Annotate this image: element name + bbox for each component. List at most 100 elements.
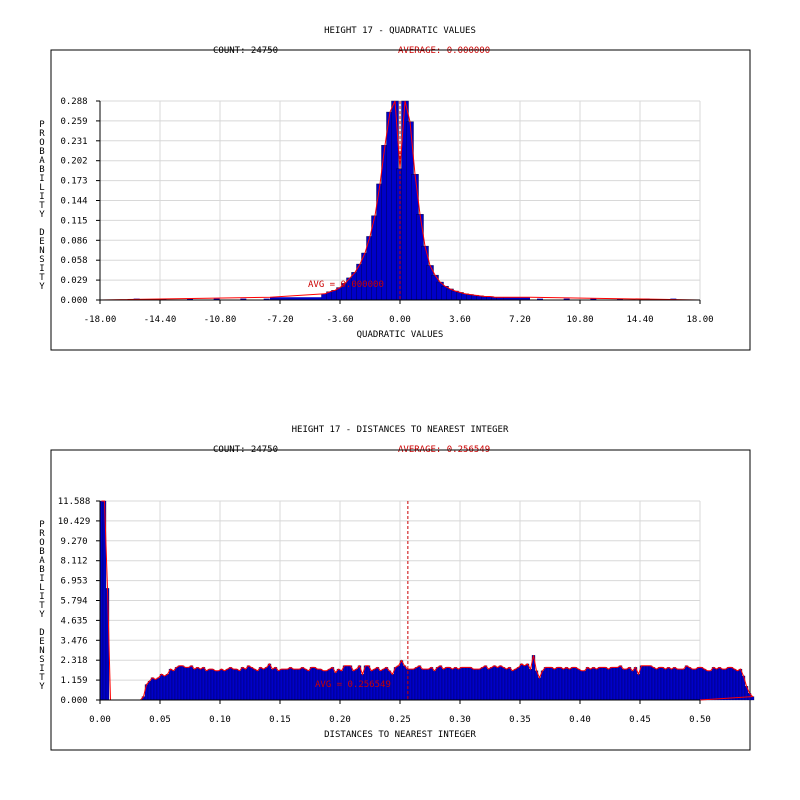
histogram-bar [546, 667, 551, 701]
histogram-bar [393, 667, 398, 701]
y-tick-label: 3.476 [60, 636, 87, 646]
histogram-bar [738, 668, 743, 701]
histogram-bar [735, 670, 740, 701]
histogram-bar [429, 667, 434, 701]
y-tick-label: 0.288 [60, 97, 87, 107]
histogram-bar [249, 667, 254, 701]
avg-marker-label: AVG = 0.256549 [315, 680, 391, 690]
histogram-bar [162, 675, 167, 701]
histogram-bar [504, 668, 509, 701]
histogram-bar [444, 667, 449, 701]
histogram-bar [732, 668, 737, 701]
x-tick-label: 0.00 [389, 315, 411, 325]
histogram-bar [270, 297, 322, 300]
histogram-bar [213, 670, 218, 701]
histogram-bar [297, 668, 302, 701]
histogram-bar [708, 670, 713, 701]
histogram-bar [690, 668, 695, 701]
histogram-bar [300, 667, 305, 701]
histogram-bar [597, 667, 602, 701]
histogram-bar [450, 668, 455, 701]
y-tick-label: 1.159 [60, 676, 87, 686]
histogram-bar [729, 667, 734, 701]
histogram-bar [285, 668, 290, 701]
density-curve [99, 100, 701, 301]
histogram-bar [276, 670, 281, 701]
histogram-bar [159, 674, 164, 701]
y-tick-label: 0.231 [60, 137, 87, 147]
x-tick-label: -7.20 [266, 315, 293, 325]
histogram-bar [651, 667, 656, 701]
histogram-bar [489, 667, 494, 701]
tail-mark [263, 298, 270, 300]
histogram-bar [609, 667, 614, 701]
y-tick-label: 0.000 [60, 296, 87, 306]
count-label: COUNT: 24750 [213, 46, 278, 56]
histogram-bar [282, 668, 287, 701]
x-tick-label: 14.40 [626, 315, 653, 325]
histogram-bar [576, 668, 581, 701]
histogram-bar [420, 668, 425, 701]
x-tick-label: 0.50 [689, 715, 711, 725]
histogram-bar [408, 668, 413, 701]
histogram-bar [279, 668, 284, 701]
y-tick-label: 11.588 [58, 497, 91, 507]
x-ticks: 0.00 0.05 0.10 0.15 0.20 0.25 0.30 0.35 0.40 0.45… [89, 700, 711, 725]
histogram-bar [600, 667, 605, 701]
histogram-bar [663, 668, 668, 701]
histogram-bar [207, 668, 212, 701]
y-tick-label: 5.794 [60, 597, 87, 607]
histogram-bar [645, 665, 650, 701]
histogram-bar [561, 668, 566, 701]
histogram-bar [267, 663, 272, 701]
histogram-bar [246, 665, 251, 701]
chart-frame [50, 49, 751, 351]
histogram-bar [177, 665, 182, 701]
histogram-bar [174, 667, 179, 701]
histogram-bar [612, 667, 617, 701]
y-tick-label: 9.270 [60, 537, 87, 547]
quadratic-values-chart: HEIGHT 17 - QUADRATIC VALUES COUNT: 2475… [39, 26, 751, 351]
histogram-bar [558, 667, 563, 701]
histogram-bar [543, 667, 548, 701]
histogram-bar [270, 668, 275, 701]
y-tick-label: 4.635 [60, 616, 87, 626]
histogram-bar [519, 663, 524, 701]
y-tick-label: 2.318 [60, 656, 87, 666]
x-tick-label: 0.35 [509, 715, 531, 725]
histogram-bar [447, 667, 452, 701]
x-tick-label: 3.60 [449, 315, 471, 325]
histogram-bar [228, 667, 233, 701]
x-ticks: -18.00 -14.40 -10.80 -7.20 -3.60 0.00 3.60 7.20… [84, 300, 714, 325]
histogram-bar [714, 668, 719, 701]
histogram-bar [621, 668, 626, 701]
histogram-bar [240, 667, 245, 701]
histogram-bar [702, 668, 707, 701]
tail-mark [213, 298, 220, 300]
histogram-bar [219, 668, 224, 701]
x-tick-label: 0.25 [389, 715, 411, 725]
histogram-bar [540, 670, 545, 701]
y-tick-label: 8.112 [60, 557, 87, 567]
histogram-bar [687, 667, 692, 701]
histogram-bar [456, 668, 461, 701]
histogram-bar [564, 667, 569, 701]
histogram-bar [396, 665, 401, 701]
histogram-bar [624, 668, 629, 701]
histogram-bar [675, 668, 680, 701]
density-curve [101, 500, 754, 701]
y-tick-label: 0.202 [60, 157, 87, 167]
x-axis-label: QUADRATIC VALUES [357, 330, 444, 340]
histogram-bar [717, 667, 722, 701]
x-tick-label: -10.80 [204, 315, 237, 325]
histogram-bar [618, 665, 623, 701]
y-tick-label: 6.953 [60, 577, 87, 587]
histogram-bar [150, 677, 155, 701]
histogram-bar [252, 668, 257, 701]
histogram-bar [606, 668, 611, 701]
x-tick-label: -3.60 [326, 315, 353, 325]
average-label: AVERAGE: 0.000000 [398, 46, 490, 56]
histogram-bar [636, 674, 641, 701]
